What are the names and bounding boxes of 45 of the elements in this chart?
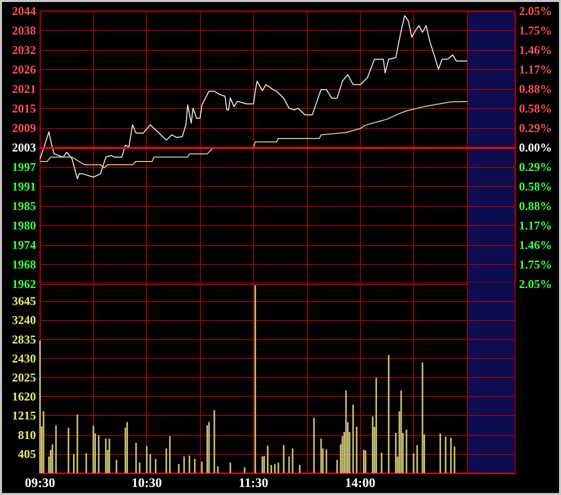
y2-tick-label: 2.05%: [519, 276, 552, 291]
y2-tick-label: 1.75%: [519, 257, 552, 272]
y-tick-label: 2021: [12, 82, 36, 96]
y-tick-label: 1974: [12, 238, 36, 252]
y-tick-label: 2003: [12, 140, 36, 154]
x-tick-label: 11:30: [238, 475, 268, 490]
y-tick-label: 1980: [12, 218, 36, 232]
y2-tick-label: 2.05%: [519, 4, 552, 18]
line-series: [40, 15, 468, 180]
y2-tick-label: 1.46%: [519, 238, 552, 252]
y-tick-label: 2015: [12, 102, 36, 116]
y2-tick-label: 1.17%: [519, 62, 552, 77]
y-tick-label: 2430: [12, 351, 36, 366]
y2-tick-label: 0.58%: [519, 179, 552, 194]
y-tick-label: 1962: [12, 277, 36, 291]
y-tick-label: 2025: [12, 370, 36, 384]
y-tick-label: 3645: [12, 294, 36, 308]
y2-tick-label: 1.75%: [519, 24, 552, 38]
y-tick-label: 2009: [12, 121, 36, 135]
x-tick-label: 09:30: [24, 475, 56, 490]
y-tick-label: 1991: [12, 180, 36, 194]
y-tick-label: 2038: [12, 24, 36, 38]
y-tick-label: 2026: [12, 62, 36, 76]
y2-tick-label: 0.88%: [519, 82, 552, 96]
y-tick-label: 1997: [12, 160, 36, 174]
y2-tick-label: 1.17%: [519, 218, 552, 232]
y2-tick-label: 0.29%: [519, 121, 552, 136]
y-tick-label: 1968: [12, 258, 36, 272]
y2-tick-label: 1.46%: [519, 43, 552, 58]
y2-tick-label: 0.58%: [519, 102, 552, 116]
y2-tick-label: 0.29%: [519, 160, 552, 174]
y-tick-label: 810: [18, 428, 36, 442]
y-tick-label: 2835: [12, 332, 36, 346]
x-tick-label: 14:00: [345, 475, 376, 490]
y-tick-label: 3240: [12, 313, 36, 328]
y2-tick-label: 0.88%: [519, 198, 552, 213]
y2-tick-label: 0.00%: [519, 140, 552, 154]
y-tick-label: 2044: [12, 4, 36, 18]
x-tick-label: 10:30: [132, 475, 162, 490]
line-series: [40, 101, 468, 168]
y-tick-label: 1215: [12, 408, 36, 423]
y-tick-label: 1985: [12, 199, 36, 213]
y-tick-label: 2032: [12, 43, 36, 57]
y-tick-label: 1620: [12, 390, 36, 404]
y-tick-label: 405: [18, 446, 36, 461]
